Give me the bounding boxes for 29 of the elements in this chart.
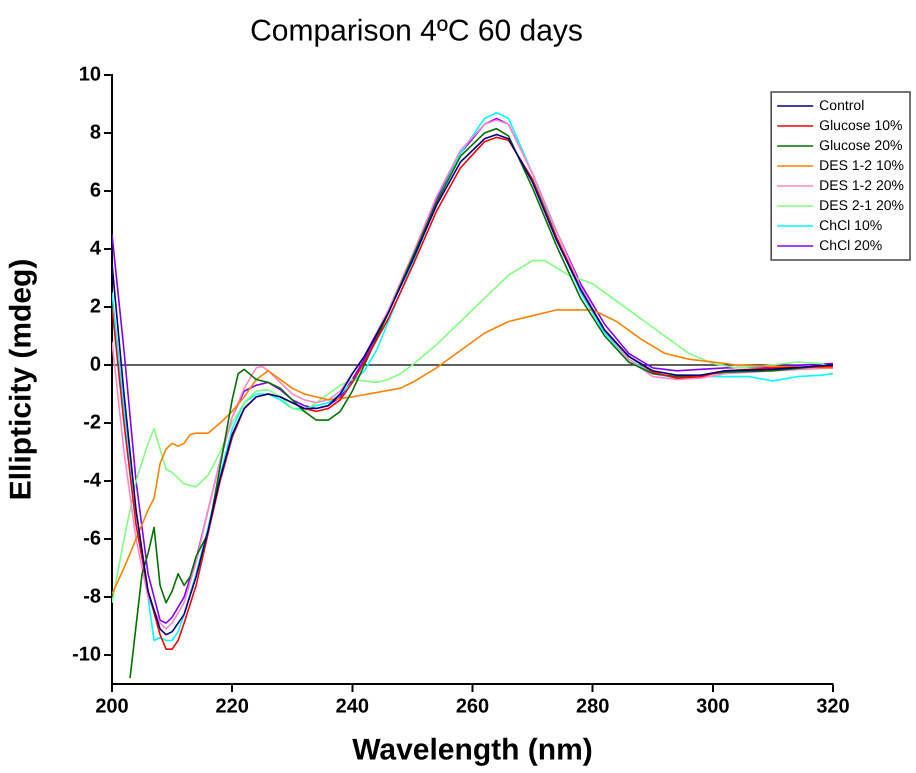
y-tick-label: 10 — [78, 64, 101, 86]
legend-label: DES 1-2 10% — [819, 156, 904, 173]
legend-label: Control — [819, 96, 864, 113]
y-tick-label: -10 — [72, 644, 101, 666]
y-tick-label: 6 — [90, 180, 101, 202]
x-tick-label: 320 — [816, 696, 850, 718]
x-tick-label: 240 — [336, 696, 370, 718]
legend-label: DES 1-2 20% — [819, 176, 904, 193]
x-tick-label: 280 — [576, 696, 610, 718]
y-tick-label: 2 — [90, 296, 101, 318]
x-tick-label: 220 — [215, 696, 249, 718]
y-tick-label: 4 — [90, 238, 102, 260]
y-tick-label: -6 — [83, 528, 101, 550]
x-tick-label: 200 — [95, 696, 129, 718]
y-tick-label: -2 — [83, 412, 101, 434]
chart-title: Comparison 4ºC 60 days — [250, 14, 583, 48]
x-tick-label: 300 — [696, 696, 730, 718]
legend-label: DES 2-1 20% — [819, 196, 904, 213]
x-tick-label: 260 — [456, 696, 490, 718]
y-tick-label: -4 — [83, 470, 102, 492]
legend-label: Glucose 10% — [819, 116, 902, 133]
y-axis-title: Ellipticity (mdeg) — [4, 258, 38, 500]
x-axis-title: Wavelength (nm) — [352, 733, 593, 766]
legend-label: ChCl 20% — [819, 236, 882, 253]
y-tick-label: 8 — [90, 122, 101, 144]
y-tick-label: 0 — [90, 354, 101, 376]
y-tick-label: -8 — [83, 586, 101, 608]
legend-label: Glucose 20% — [819, 136, 902, 153]
legend-label: ChCl 10% — [819, 216, 882, 233]
